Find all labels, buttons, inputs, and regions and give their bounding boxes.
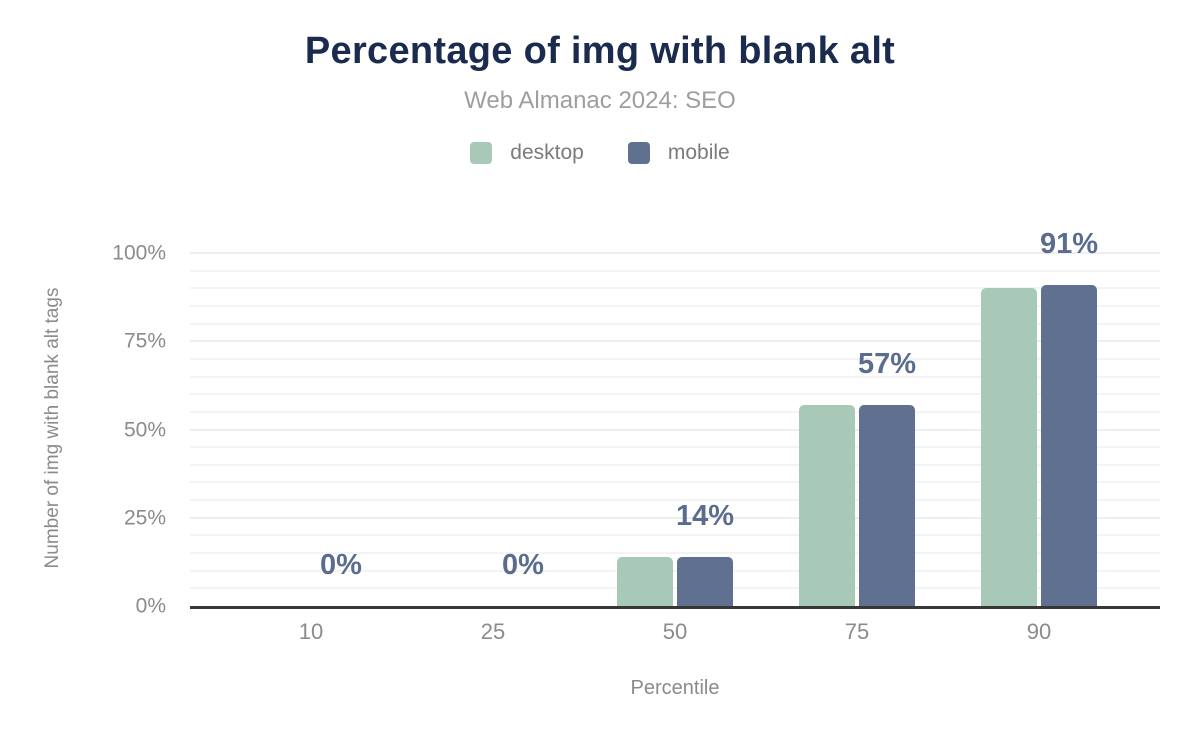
x-tick-label-75: 75 [844, 619, 870, 644]
y-tick-label-50: 50% [123, 418, 166, 441]
x-tick-label-10: 10 [298, 619, 324, 644]
bar-group-75: 57% 75 [766, 253, 948, 643]
bar-pair-10: 0% [253, 253, 369, 606]
chart-header: Percentage of img with blank alt Web Alm… [0, 0, 1200, 165]
bar-value-label-p90: 91% [1039, 227, 1099, 260]
gridline-60 [190, 393, 1160, 396]
gridline-50 [190, 428, 1160, 431]
plot-area: 0% 10 0% 25 14% 50 57% 75 91% 90 Percentile [190, 229, 1160, 698]
x-tick-label-90: 90 [1026, 619, 1052, 644]
gridline-75 [190, 340, 1160, 343]
bar-group-25: 0% 25 [402, 253, 584, 643]
bar-mobile-p90[interactable] [1041, 284, 1097, 606]
gridline-65 [190, 375, 1160, 378]
gridline-10 [190, 569, 1160, 572]
legend-item-mobile: mobile [627, 141, 730, 165]
bar-group-50: 14% 50 [584, 253, 766, 643]
legend-swatch-mobile [627, 142, 650, 164]
gridline-55 [190, 410, 1160, 413]
legend-swatch-desktop [470, 142, 493, 164]
bar-desktop-p75[interactable] [799, 404, 855, 606]
bar-pair-75: 57% [799, 253, 917, 606]
bar-group-10: 0% 10 [220, 253, 402, 643]
bar-pair-50: 14% [617, 253, 735, 606]
y-tick-label-100: 100% [112, 241, 166, 265]
gridline-5 [190, 587, 1160, 590]
bar-desktop-p90[interactable] [981, 288, 1037, 606]
y-tick-label-0: 0% [135, 594, 166, 618]
y-tick-label-75: 75% [123, 329, 166, 353]
chart-subtitle: Web Almanac 2024: SEO [464, 87, 736, 114]
x-tick-label-50: 50 [662, 619, 688, 644]
gridline-20 [190, 534, 1160, 537]
gridline-85 [190, 304, 1160, 307]
bar-pair-25: 0% [435, 253, 551, 606]
bar-group-90: 91% 90 [948, 229, 1130, 643]
legend: desktop mobile [0, 141, 1200, 165]
gridline-35 [190, 481, 1160, 484]
x-axis-title: Percentile [630, 677, 720, 699]
gridline-90 [190, 287, 1160, 290]
bar-value-label-p25: 0% [502, 549, 544, 581]
gridline-25 [190, 516, 1160, 519]
gridline-100 [190, 252, 1160, 254]
bar-value-label-p50: 14% [675, 499, 735, 532]
bar-bands: 0% 10 0% 25 14% 50 57% 75 91% 90 [220, 229, 1130, 643]
legend-item-desktop: desktop [470, 141, 584, 165]
y-tick-label-25: 25% [123, 506, 166, 530]
chart-title: Percentage of img with blank alt [304, 30, 896, 72]
gridline-45 [190, 446, 1160, 449]
y-axis-ticks: 0% 25% 50% 75% 100% [0, 243, 178, 617]
bar-value-label-p10: 0% [320, 549, 362, 581]
gridline-80 [190, 322, 1160, 325]
gridline-15 [190, 552, 1160, 555]
gridline-70 [190, 357, 1160, 360]
legend-label-mobile: mobile [667, 141, 730, 164]
gridline-95 [190, 269, 1160, 272]
bar-mobile-p50[interactable] [677, 556, 733, 606]
bar-desktop-p50[interactable] [617, 556, 673, 606]
x-tick-label-25: 25 [480, 619, 506, 644]
bar-mobile-p75[interactable] [859, 404, 915, 606]
bar-value-label-p75: 57% [857, 347, 917, 380]
gridline-30 [190, 499, 1160, 502]
legend-label-desktop: desktop [510, 141, 584, 164]
gridline-40 [190, 463, 1160, 466]
bar-pair-90: 91% [981, 229, 1098, 606]
